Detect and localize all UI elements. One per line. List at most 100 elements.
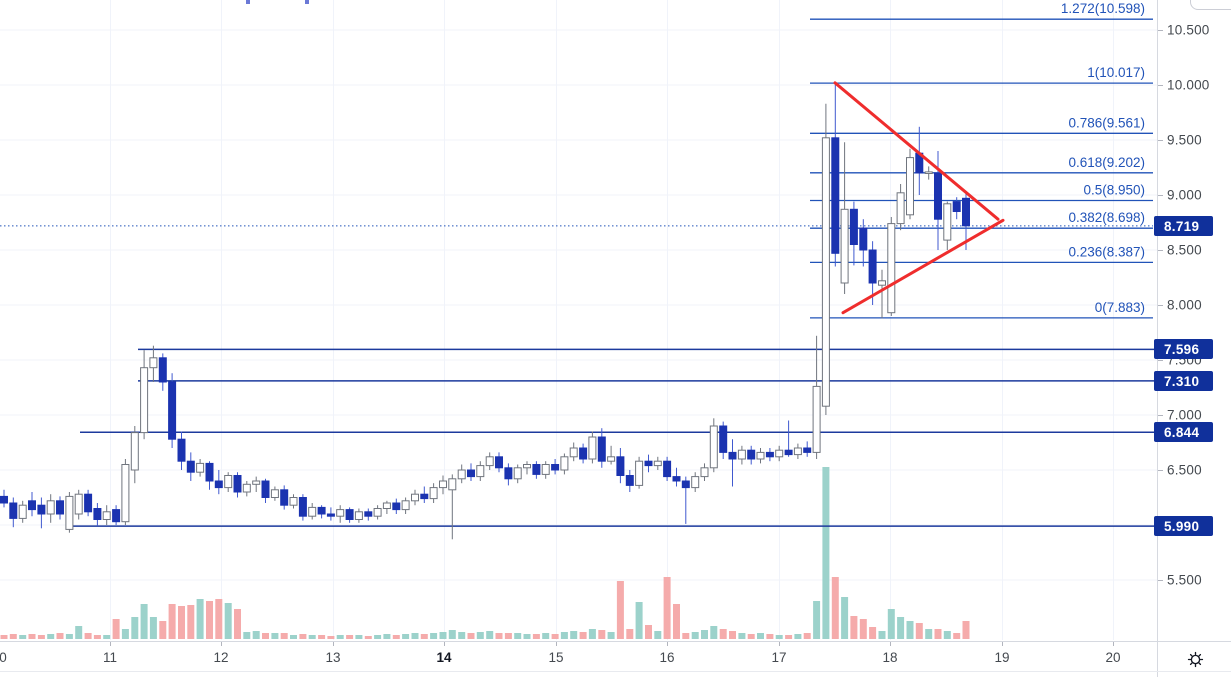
candle [233, 472, 242, 498]
volume-bar [476, 632, 484, 639]
candle [102, 505, 111, 525]
volume-bar [486, 631, 494, 639]
volume-bar [112, 619, 120, 639]
time-axis-tick [779, 642, 780, 646]
price-axis-tick [1158, 195, 1163, 196]
volume-bar [654, 631, 662, 639]
volume-bar [318, 635, 326, 639]
volume-bar [178, 606, 185, 639]
time-axis-tick [1113, 642, 1114, 646]
candle [747, 445, 756, 465]
volume-bar [420, 634, 428, 639]
candle [467, 463, 475, 481]
volume-bar [813, 601, 821, 639]
volume-bar [9, 634, 17, 639]
volume-bar [448, 630, 456, 639]
fib-label: 0.5(8.950) [1083, 183, 1145, 198]
candle [793, 443, 802, 459]
volume-bar [635, 602, 643, 639]
price-axis-label: 10.000 [1167, 77, 1210, 93]
candle [607, 445, 616, 465]
candle [691, 472, 700, 492]
candle [523, 461, 531, 475]
volume-bar [224, 603, 232, 639]
candle [439, 475, 447, 495]
candle [840, 142, 849, 294]
time-axis-label: 19 [994, 650, 1010, 665]
volume-bar [588, 629, 596, 639]
volume-bar [299, 634, 307, 639]
clipped-toolbar-fragment [1190, 0, 1231, 10]
gear-icon [1187, 651, 1203, 668]
candle [513, 464, 522, 484]
time-axis-tick [110, 642, 111, 646]
volume-layer [0, 467, 970, 639]
candle [448, 474, 457, 540]
volume-bar [850, 616, 858, 639]
time-axis-tick [444, 642, 445, 646]
price-axis-tick [1158, 415, 1163, 416]
volume-bar [374, 635, 382, 639]
price-axis-label: 8.500 [1167, 242, 1202, 258]
fib-label: 0.382(8.698) [1068, 210, 1145, 225]
volume-bar [56, 633, 64, 639]
candle [756, 448, 765, 464]
time-axis-tick [890, 642, 891, 646]
volume-bar [859, 619, 867, 639]
time-axis-label: 11 [102, 650, 118, 665]
triangle-lower-line [841, 218, 1005, 315]
volume-bar [37, 635, 45, 639]
volume-bar [766, 634, 774, 639]
candle [336, 505, 345, 523]
candle [121, 459, 130, 525]
volume-bar [140, 604, 148, 639]
price-axis-tick [1158, 360, 1163, 361]
volume-bar [532, 634, 540, 639]
volume-bar [93, 635, 101, 639]
candle [326, 507, 335, 521]
price-badge: 7.310 [1154, 371, 1213, 391]
volume-bar [925, 629, 933, 639]
volume-bar [411, 633, 419, 639]
time-axis-tick [556, 642, 557, 646]
candle [140, 350, 149, 440]
candle [130, 426, 139, 484]
volume-bar [346, 635, 354, 639]
candle [18, 500, 27, 523]
volume-bar [383, 634, 391, 639]
price-axis[interactable]: 10.500 10.000 9.500 9.000 8.500 8.000 7.500 7.0… [1154, 0, 1231, 641]
candle [943, 201, 952, 250]
candle [495, 452, 503, 473]
volume-bar [495, 633, 503, 639]
time-axis-label: 13 [325, 650, 341, 665]
candle [821, 103, 830, 415]
candle [625, 470, 634, 492]
volume-bar [439, 632, 447, 639]
volume-bar [822, 467, 830, 639]
time-axis-label: 14 [436, 650, 452, 665]
candle [728, 439, 737, 487]
candle [551, 459, 560, 475]
volume-bar [28, 634, 36, 639]
volume-bar [841, 597, 849, 639]
volume-bar [785, 635, 793, 639]
candle [158, 353, 167, 391]
candle [775, 445, 784, 462]
volume-bar [626, 629, 634, 639]
candle [700, 463, 709, 481]
candle [392, 498, 401, 514]
volume-bar [187, 605, 195, 639]
axis-settings-button[interactable] [1182, 646, 1209, 673]
volume-bar [542, 633, 550, 639]
candle [242, 481, 251, 497]
volume-bar [271, 633, 279, 639]
volume-bar [514, 633, 522, 639]
candle [504, 463, 513, 486]
chart-canvas[interactable]: 1.272(10.598) 1(10.017) 0.786(9.561) 0.618(… [0, 0, 1157, 641]
volume-bar [280, 633, 288, 639]
volume-bar [84, 633, 92, 639]
volume-bar [887, 609, 895, 639]
price-axis-tick [1158, 140, 1163, 141]
volume-bar [560, 632, 568, 639]
volume-bar [757, 633, 764, 639]
